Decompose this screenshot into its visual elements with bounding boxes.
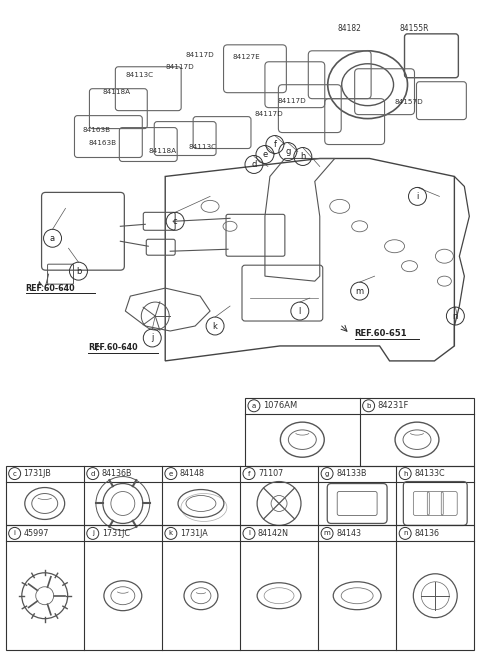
- Text: 84163B: 84163B: [83, 127, 110, 133]
- Text: m: m: [324, 531, 330, 537]
- Text: 71107: 71107: [258, 469, 283, 478]
- Text: n: n: [453, 312, 458, 321]
- Text: 84136B: 84136B: [102, 469, 132, 478]
- Bar: [6, 466, 474, 525]
- Text: c: c: [12, 470, 17, 476]
- Text: 84113C: 84113C: [125, 72, 154, 77]
- Text: REF.60-640: REF.60-640: [25, 283, 75, 293]
- Text: h: h: [403, 470, 408, 476]
- Text: j: j: [92, 531, 94, 537]
- Text: d: d: [251, 160, 257, 169]
- Text: 84133B: 84133B: [336, 469, 367, 478]
- Text: 1731JB: 1731JB: [24, 469, 51, 478]
- Text: l: l: [299, 306, 301, 316]
- Text: d: d: [91, 470, 95, 476]
- Text: f: f: [274, 140, 276, 149]
- Text: 84155R: 84155R: [399, 24, 429, 33]
- Text: 84118A: 84118A: [148, 148, 176, 154]
- Text: 1076AM: 1076AM: [263, 401, 297, 410]
- Text: REF.60-640: REF.60-640: [88, 344, 138, 352]
- Text: a: a: [50, 234, 55, 243]
- Text: 84182: 84182: [338, 24, 361, 33]
- Text: 1731JC: 1731JC: [102, 529, 130, 538]
- Text: m: m: [356, 287, 364, 296]
- Text: i: i: [416, 192, 419, 201]
- Text: 84117D: 84117D: [255, 111, 284, 117]
- Text: j: j: [151, 333, 154, 342]
- Text: 1731JA: 1731JA: [180, 529, 207, 538]
- Text: 84136: 84136: [414, 529, 439, 538]
- Text: b: b: [76, 267, 81, 276]
- Text: k: k: [213, 321, 217, 331]
- Text: 84142N: 84142N: [258, 529, 289, 538]
- Text: n: n: [403, 531, 408, 537]
- Text: b: b: [366, 403, 371, 409]
- Text: 84117D: 84117D: [165, 64, 194, 70]
- Text: g: g: [285, 147, 290, 156]
- Text: 84117D: 84117D: [185, 52, 214, 58]
- Text: 84163B: 84163B: [88, 140, 117, 146]
- Text: 84127E: 84127E: [232, 54, 260, 60]
- Text: e: e: [169, 470, 173, 476]
- Text: l: l: [248, 531, 250, 537]
- Text: 84113C: 84113C: [188, 144, 216, 150]
- Bar: [6, 525, 474, 650]
- Text: a: a: [252, 403, 256, 409]
- Text: 45997: 45997: [24, 529, 49, 538]
- Text: e: e: [262, 150, 267, 159]
- Text: 84117D: 84117D: [278, 98, 307, 104]
- Text: c: c: [173, 217, 178, 226]
- Text: 84157D: 84157D: [395, 98, 423, 105]
- Text: REF.60-651: REF.60-651: [355, 329, 408, 338]
- Text: 84118A: 84118A: [102, 89, 131, 94]
- Text: 84148: 84148: [180, 469, 205, 478]
- Text: h: h: [300, 152, 305, 161]
- Text: 84143: 84143: [336, 529, 361, 538]
- Text: 84231F: 84231F: [378, 401, 409, 410]
- Text: i: i: [13, 531, 16, 537]
- Text: k: k: [169, 531, 173, 537]
- Bar: [245, 398, 474, 466]
- Text: g: g: [325, 470, 329, 476]
- Text: 84133C: 84133C: [414, 469, 445, 478]
- Text: f: f: [248, 470, 250, 476]
